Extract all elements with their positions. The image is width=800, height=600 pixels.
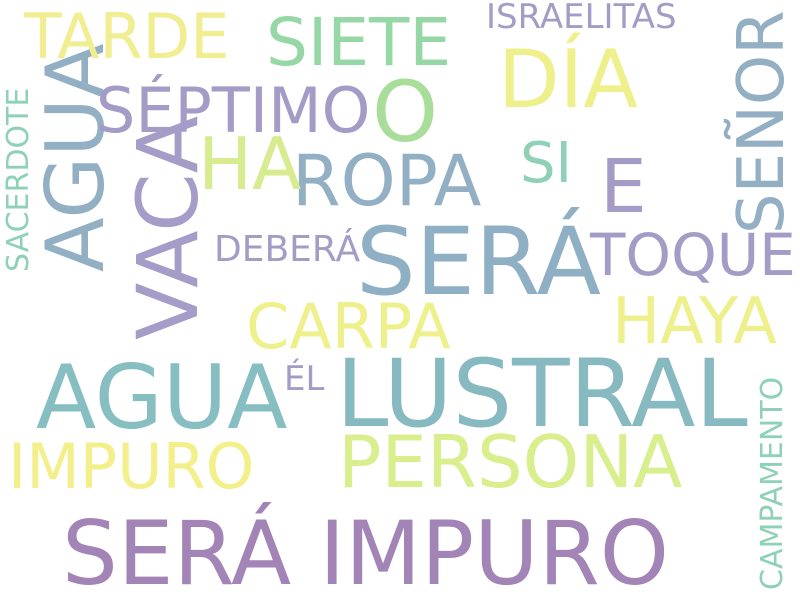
word-israelitas: ISRAELITAS [486,0,677,37]
word-sera-impuro: SERÁ IMPURO [62,502,669,600]
word-lustral: LUSTRAL [336,340,748,449]
word-carpa: CARPA [246,290,451,363]
word-campamento: CAMPAMENTO [755,376,790,590]
word-ropa: ROPA [292,140,482,222]
word-toque: TOQUE [590,221,796,289]
word-agua-horizontal: AGUA [36,346,288,449]
word-o: O [372,63,439,161]
word-haya: HAYA [612,285,777,359]
word-e: E [600,144,647,230]
word-persona: PERSONA [338,420,683,504]
word-dia: DÍA [498,33,638,126]
word-tarde: TARDE [24,0,230,73]
word-debera: DEBERÁ [214,229,361,270]
word-sera: SERÁ [356,208,601,317]
word-el: ÉL [284,359,325,399]
word-septimo: SÉPTIMO [96,74,371,147]
word-ha: HA [198,122,302,206]
word-si: SI [520,131,573,196]
word-siete: SIETE [266,4,452,81]
word-impuro: IMPURO [8,430,255,503]
word-sacerdote: SACERDOTE [1,87,36,272]
word-senor: SEÑOR [725,10,799,234]
